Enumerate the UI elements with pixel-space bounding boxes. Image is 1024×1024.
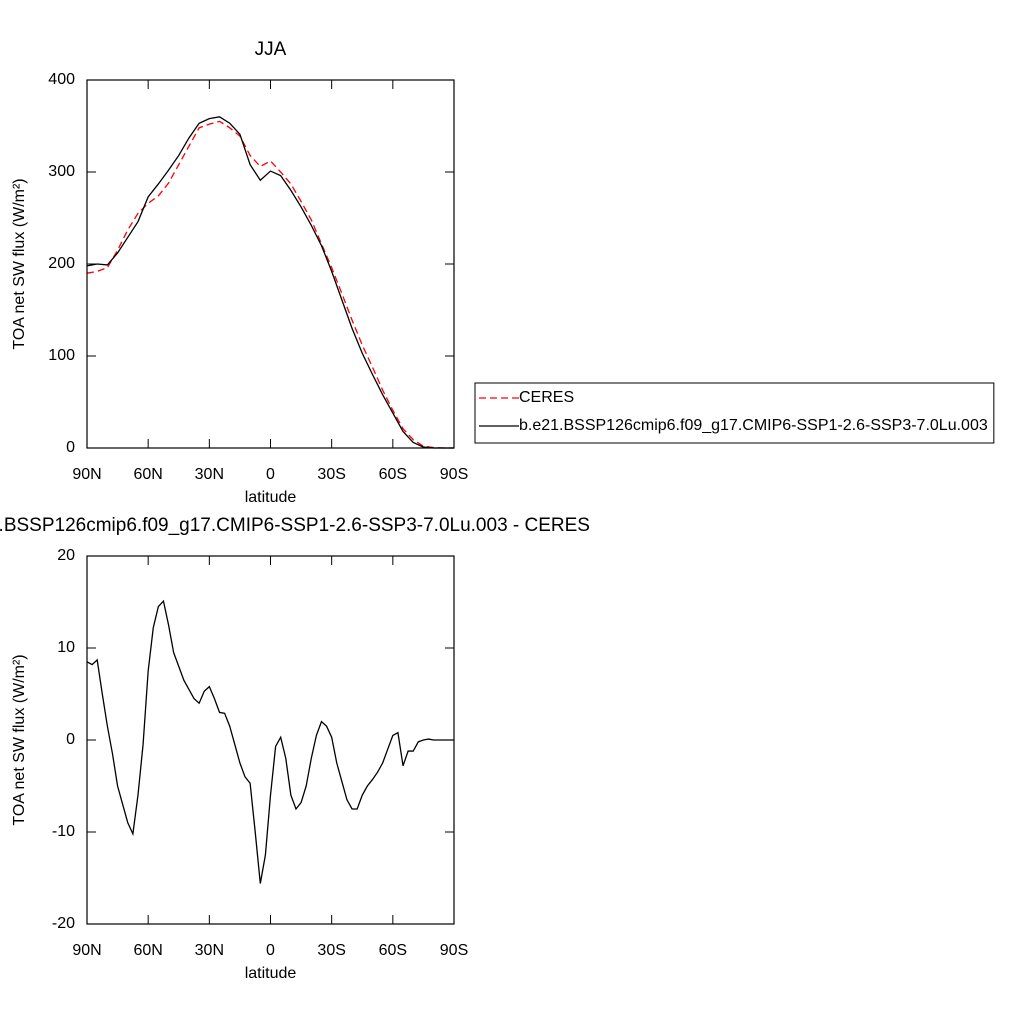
x-tick-label: 30S — [317, 942, 345, 959]
y-tick-label: 10 — [57, 639, 75, 656]
legend: CERES b.e21.BSSP126cmip6.f09_g17.CMIP6-SS… — [474, 382, 995, 444]
chart-title: JJA — [255, 39, 287, 60]
y-tick-label: 20 — [57, 547, 75, 564]
x-tick-label: 90N — [72, 942, 101, 959]
y-tick-label: 0 — [66, 731, 75, 748]
x-tick-label: 30S — [317, 466, 345, 483]
x-tick-label: 60N — [133, 942, 162, 959]
y-tick-label: 400 — [48, 71, 75, 88]
data-line — [86, 120, 454, 449]
x-tick-label: 90S — [440, 942, 468, 959]
x-tick-label: 90N — [72, 466, 101, 483]
legend-label: CERES — [519, 389, 574, 406]
x-tick-label: 90S — [440, 466, 468, 483]
y-tick-label: 0 — [66, 439, 75, 456]
data-line — [86, 599, 454, 884]
plot-frame — [86, 555, 455, 925]
y-tick-label: 100 — [48, 347, 75, 364]
data-line — [86, 116, 454, 449]
y-axis-label: TOA net SW flux (W/m²) — [11, 178, 28, 349]
legend-label: b.e21.BSSP126cmip6.f09_g17.CMIP6-SSP1-2.… — [519, 417, 988, 434]
y-tick-label: -20 — [52, 915, 75, 932]
y-axis-label: TOA net SW flux (W/m²) — [11, 654, 28, 825]
x-tick-label: 30N — [195, 942, 224, 959]
plot-frame — [86, 79, 455, 449]
x-tick-label: 0 — [266, 466, 275, 483]
legend-frame — [474, 382, 995, 444]
x-tick-label: 60S — [379, 942, 407, 959]
y-tick-label: -10 — [52, 823, 75, 840]
y-tick-label: 200 — [48, 255, 75, 272]
x-axis-label: latitude — [245, 965, 297, 982]
y-tick-label: 300 — [48, 163, 75, 180]
x-tick-label: 60S — [379, 466, 407, 483]
x-tick-label: 60N — [133, 466, 162, 483]
x-axis-label: latitude — [245, 489, 297, 506]
x-tick-label: 0 — [266, 942, 275, 959]
x-tick-label: 30N — [195, 466, 224, 483]
chart-title: b.e21.BSSP126cmip6.f09_g17.CMIP6-SSP1-2.… — [0, 515, 590, 536]
